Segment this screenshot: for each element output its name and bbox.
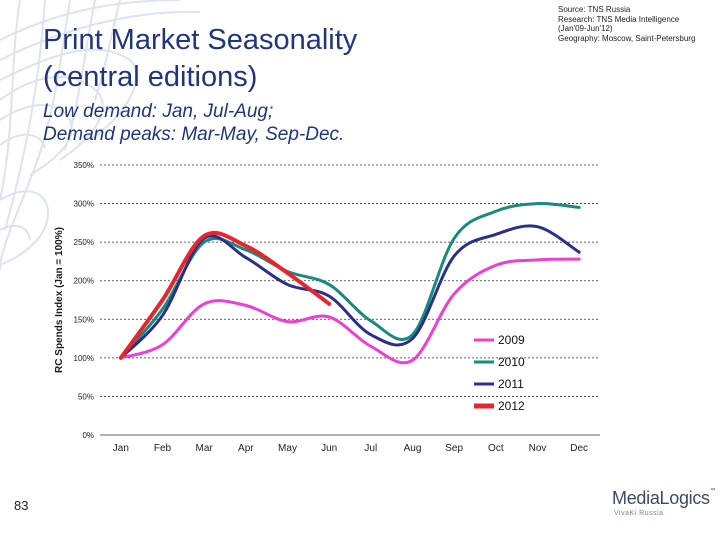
y-tick-label: 200% <box>74 277 94 286</box>
series-line-2011 <box>119 224 581 360</box>
logo-subtitle: VivaKi Russia <box>614 510 664 517</box>
source-line-4: Geography: Moscow, Saint-Petersburg <box>558 33 696 43</box>
y-tick-label: 300% <box>74 200 94 209</box>
grid-lines <box>100 164 600 436</box>
source-line-3: (Jan'09-Jun'12) <box>558 24 613 33</box>
medialogics-logo: MediaLogics™ <box>612 488 716 509</box>
chart-legend: 2009 2010 2011 2012 <box>474 333 525 413</box>
legend-label-2011: 2011 <box>498 377 524 391</box>
slide-subtitle: Low demand: Jan, Jul-Aug; Demand peaks: … <box>43 100 344 146</box>
logo-trademark: ™ <box>709 488 716 494</box>
y-tick-label: 250% <box>74 238 94 247</box>
title-line-2: (central editions) <box>43 61 258 93</box>
series-line-2012 <box>118 230 332 360</box>
x-tick-label: Oct <box>488 443 504 454</box>
y-tick-label: 50% <box>78 392 94 401</box>
x-tick-label: Aug <box>404 443 422 454</box>
x-tick-label: Sep <box>445 443 463 454</box>
subtitle-line-2: Demand peaks: Mar-May, Sep-Dec. <box>43 124 345 145</box>
x-tick-label: May <box>278 443 297 454</box>
legend-label-2012: 2012 <box>498 399 525 413</box>
title-line-1: Print Market Seasonality <box>43 24 358 56</box>
x-tick-label: Feb <box>154 443 172 454</box>
x-tick-label: Jul <box>364 443 377 454</box>
series-lines <box>118 202 581 365</box>
x-tick-label: Apr <box>238 443 254 454</box>
source-line-2: Research: TNS Media Intelligence <box>558 14 680 24</box>
source-note: Source: TNS Russia Research: TNS Media I… <box>558 5 695 43</box>
y-tick-label: 350% <box>74 161 94 170</box>
y-axis-label: RC Spends Index (Jan = 100%) <box>54 227 65 373</box>
subtitle-line-1: Low demand: Jan, Jul-Aug; <box>43 101 274 122</box>
y-tick-label: 0% <box>82 431 94 440</box>
legend-label-2009: 2009 <box>498 333 525 347</box>
y-tick-label: 150% <box>74 315 94 324</box>
page-number: 83 <box>14 498 29 513</box>
y-axis-ticks: 0% 50% 100% 150% 200% 250% 300% 350% <box>74 161 94 440</box>
x-tick-label: Mar <box>196 443 214 454</box>
slide-title: Print Market Seasonality (central editio… <box>43 22 463 96</box>
x-tick-label: Nov <box>529 443 547 454</box>
legend-label-2010: 2010 <box>498 355 525 369</box>
x-tick-label: Jan <box>113 443 129 454</box>
y-tick-label: 100% <box>74 354 94 363</box>
x-tick-label: Jun <box>321 443 337 454</box>
series-line-2009 <box>119 257 581 365</box>
logo-text: MediaLogics <box>612 488 710 508</box>
x-axis-ticks: Jan Feb Mar Apr May Jun Jul Aug Sep Oct Nov Dec <box>113 443 588 454</box>
x-tick-label: Dec <box>570 443 588 454</box>
source-line-1: Source: TNS Russia <box>558 5 631 14</box>
